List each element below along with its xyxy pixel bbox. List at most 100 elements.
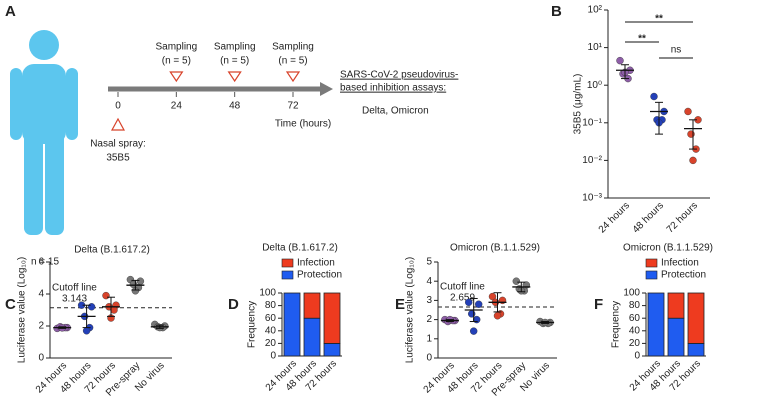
y-axis-label: Frequency xyxy=(611,301,622,348)
y-tick-label: 40 xyxy=(265,325,277,336)
assay-variants: Delta, Omicron xyxy=(362,106,429,117)
spray-marker xyxy=(110,117,126,131)
data-point xyxy=(82,327,91,335)
arrow-head xyxy=(320,82,333,96)
legend-label: Infection xyxy=(661,258,699,269)
y-tick-label: 4 xyxy=(426,276,432,287)
panel-label: B xyxy=(551,3,562,20)
y-tick-label: 10² xyxy=(588,5,603,16)
assay-text: based inhibition assays: xyxy=(340,83,446,94)
panel-label: F xyxy=(594,296,603,313)
x-tick-label: 24 hours xyxy=(597,200,632,235)
time-label: 48 xyxy=(229,101,241,112)
y-axis-label: Luciferase value (Log₁₀) xyxy=(405,257,416,363)
sampling-label: Sampling xyxy=(155,42,197,53)
legend-swatch xyxy=(281,270,294,280)
sampling-marker xyxy=(169,71,184,83)
y-tick-label: 100 xyxy=(623,288,640,299)
bar-segment xyxy=(667,292,685,319)
y-tick-label: 2 xyxy=(426,314,432,325)
y-tick-label: 0 xyxy=(634,351,640,362)
legend-swatch xyxy=(645,258,658,268)
y-tick-label: 3 xyxy=(426,295,432,306)
bar-segment xyxy=(283,292,301,357)
y-tick-label: 40 xyxy=(629,325,641,336)
data-point xyxy=(470,327,478,335)
bar-segment xyxy=(323,292,341,344)
y-axis-label: Frequency xyxy=(247,301,258,348)
sampling-label: Sampling xyxy=(272,42,314,53)
sampling-marker xyxy=(285,71,301,83)
panel-label: C xyxy=(5,296,16,313)
bar-segment xyxy=(323,342,341,357)
bar-segment xyxy=(303,292,321,319)
y-tick-label: 60 xyxy=(265,313,277,324)
data-point xyxy=(488,292,497,301)
data-point xyxy=(136,277,145,285)
time-label: 0 xyxy=(115,101,121,112)
data-point xyxy=(512,277,520,285)
y-tick-label: 5 xyxy=(426,257,432,268)
legend-label: Protection xyxy=(297,270,342,281)
y-tick-label: 0 xyxy=(270,351,276,362)
y-axis-label: Luciferase value (Log₁₀) xyxy=(17,257,28,363)
y-tick-label: 20 xyxy=(629,338,641,349)
y-tick-label: 1 xyxy=(426,333,432,344)
chart-title: Delta (B.1.617.2) xyxy=(74,245,150,256)
y-tick-label: 100 xyxy=(259,288,276,299)
assay-text: SARS-CoV-2 pseudovirus- xyxy=(340,70,458,81)
y-tick-label: 10⁻² xyxy=(582,155,602,166)
data-point xyxy=(475,300,483,308)
sampling-marker xyxy=(227,71,242,83)
bar-segment xyxy=(687,292,705,344)
spray-label: Nasal spray: xyxy=(90,139,146,150)
y-tick-label: 10⁰ xyxy=(587,80,602,91)
cutoff-label: Cutoff line xyxy=(52,282,97,293)
time-label: 24 xyxy=(171,101,183,112)
sampling-label: Sampling xyxy=(214,42,256,53)
sampling-n: (n = 5) xyxy=(220,56,249,67)
spray-agent: 35B5 xyxy=(106,153,130,164)
y-tick-label: 10⁻³ xyxy=(582,193,602,204)
y-tick-label: 0 xyxy=(426,353,432,364)
bar-segment xyxy=(303,317,321,357)
subject-count: n = 15 xyxy=(31,257,60,268)
legend-swatch xyxy=(645,270,658,280)
y-tick-label: 6 xyxy=(38,257,44,268)
data-point xyxy=(689,156,697,165)
time-axis-label: Time (hours) xyxy=(275,119,331,130)
sampling-n: (n = 5) xyxy=(162,56,191,67)
y-tick-label: 4 xyxy=(38,289,44,300)
panel-label: E xyxy=(395,296,405,313)
y-tick-label: 80 xyxy=(265,300,277,311)
data-point xyxy=(87,303,96,311)
chart-title: Delta (B.1.617.2) xyxy=(262,243,338,254)
y-axis-label: 35B5 (μg/mL) xyxy=(573,74,584,135)
significance-label: ** xyxy=(638,34,646,45)
significance-label: ns xyxy=(671,45,682,56)
cutoff-value: 3.143 xyxy=(62,293,87,304)
legend-swatch xyxy=(281,258,294,268)
y-tick-label: 2 xyxy=(38,321,44,332)
y-tick-label: 0 xyxy=(38,353,44,364)
y-tick-label: 10⁻¹ xyxy=(582,117,602,128)
y-tick-label: 60 xyxy=(629,313,641,324)
y-tick-label: 20 xyxy=(265,338,277,349)
sampling-n: (n = 5) xyxy=(278,56,307,67)
data-point xyxy=(684,107,692,116)
panel-label: D xyxy=(228,296,239,313)
bar-segment xyxy=(647,292,665,357)
person-icon xyxy=(10,30,78,235)
cutoff-value: 2.659 xyxy=(450,293,475,304)
legend-label: Infection xyxy=(297,258,335,269)
bar-segment xyxy=(687,342,705,357)
x-tick-label: 48 hours xyxy=(631,200,666,235)
cutoff-label: Cutoff line xyxy=(440,282,485,293)
legend-label: Protection xyxy=(661,270,706,281)
data-point xyxy=(465,298,473,307)
chart-title: Omicron (B.1.1.529) xyxy=(623,243,713,254)
panel-label: A xyxy=(5,3,16,20)
data-point xyxy=(650,92,658,101)
data-point xyxy=(493,312,502,320)
